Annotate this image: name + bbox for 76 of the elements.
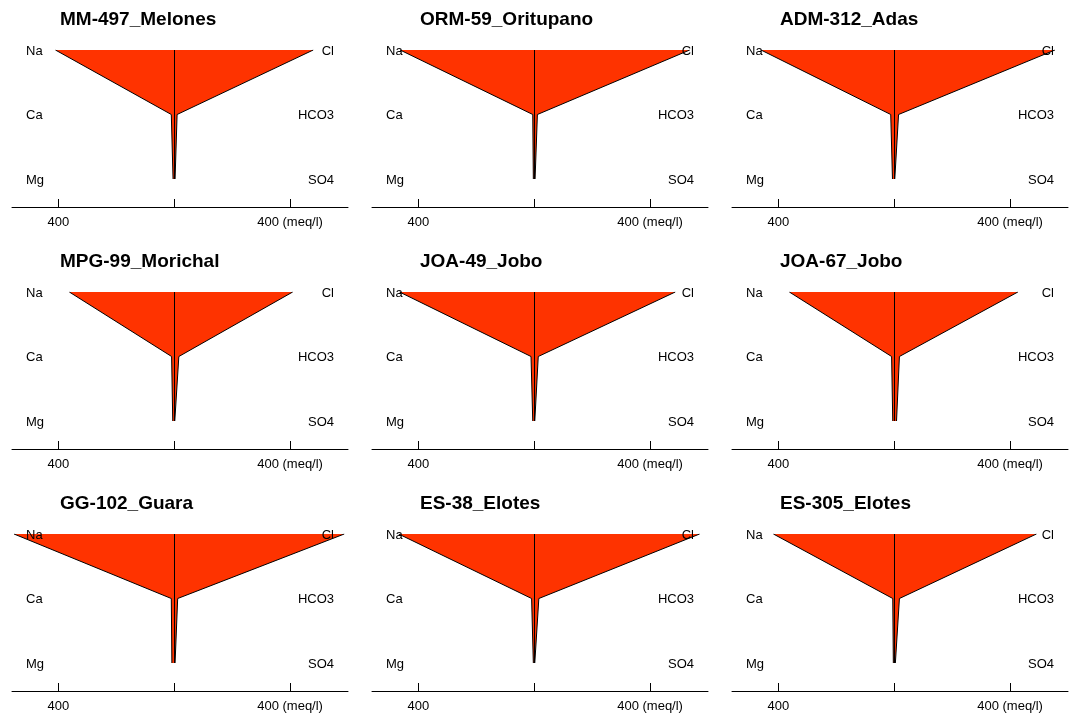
x-tick-label: 400 (meq/l) <box>617 214 683 229</box>
y-tick-label: Ca <box>26 591 44 606</box>
y-tick-label: Na <box>26 42 44 58</box>
y-tick-label: Mg <box>26 171 45 187</box>
chart-title: GG-102_Guara <box>60 492 194 513</box>
x-tick-label: 400 (meq/l) <box>977 214 1043 229</box>
y2-tick-label: Cl <box>681 284 695 300</box>
y2-tick-label: SO4 <box>307 413 334 429</box>
y2-tick-label: Cl <box>1041 526 1055 542</box>
y-tick-label: Na <box>746 526 764 542</box>
y-tick-label: Ca <box>746 349 764 364</box>
y2-tick-label: SO4 <box>667 413 694 429</box>
y2-tick-label: HCO3 <box>1017 349 1054 364</box>
y-tick-label: Mg <box>386 171 405 187</box>
y-tick-label: Ca <box>386 349 404 364</box>
y-tick-label: Na <box>746 284 764 300</box>
y-tick-label: Ca <box>386 591 404 606</box>
x-tick-label: 400 <box>47 698 70 713</box>
y-tick-label: Na <box>746 42 764 58</box>
y-tick-label: Ca <box>746 107 764 122</box>
y2-tick-label: HCO3 <box>297 107 334 122</box>
x-tick-label: 400 (meq/l) <box>257 698 323 713</box>
y-tick-label: Ca <box>26 349 44 364</box>
y2-tick-label: HCO3 <box>1017 591 1054 606</box>
x-tick-label: 400 (meq/l) <box>977 698 1043 713</box>
chart-title: JOA-67_Jobo <box>780 250 903 271</box>
y-tick-label: Mg <box>26 413 45 429</box>
y-tick-label: Na <box>386 526 404 542</box>
x-tick-label: 400 <box>47 456 70 471</box>
x-tick-label: 400 <box>767 698 790 713</box>
y-tick-label: Na <box>386 42 404 58</box>
y-tick-label: Ca <box>746 591 764 606</box>
x-tick-label: 400 (meq/l) <box>617 698 683 713</box>
y2-tick-label: Cl <box>321 284 335 300</box>
chart-title: ORM-59_Oritupano <box>420 8 594 29</box>
y2-tick-label: HCO3 <box>1017 107 1054 122</box>
y-tick-label: Mg <box>746 655 765 671</box>
chart-title: MM-497_Melones <box>60 8 217 29</box>
x-tick-label: 400 (meq/l) <box>257 456 323 471</box>
x-tick-label: 400 (meq/l) <box>257 214 323 229</box>
y2-tick-label: HCO3 <box>657 349 694 364</box>
y2-tick-label: SO4 <box>307 655 334 671</box>
y-tick-label: Na <box>26 284 44 300</box>
y2-tick-label: SO4 <box>1027 655 1054 671</box>
y2-tick-label: SO4 <box>307 171 334 187</box>
y2-tick-label: SO4 <box>667 171 694 187</box>
y-tick-label: Mg <box>746 171 765 187</box>
x-tick-label: 400 (meq/l) <box>977 456 1043 471</box>
x-tick-label: 400 (meq/l) <box>617 456 683 471</box>
y-tick-label: Mg <box>26 655 45 671</box>
y2-tick-label: SO4 <box>1027 171 1054 187</box>
x-tick-label: 400 <box>407 214 430 229</box>
y-tick-label: Mg <box>386 413 405 429</box>
y2-tick-label: Cl <box>1041 284 1055 300</box>
y-tick-label: Mg <box>386 655 405 671</box>
y2-tick-label: Cl <box>321 42 335 58</box>
y2-tick-label: HCO3 <box>297 349 334 364</box>
y2-tick-label: HCO3 <box>297 591 334 606</box>
y-tick-label: Mg <box>746 413 765 429</box>
chart-title: MPG-99_Morichal <box>60 250 220 271</box>
y2-tick-label: HCO3 <box>657 107 694 122</box>
chart-title: JOA-49_Jobo <box>420 250 543 271</box>
x-tick-label: 400 <box>767 214 790 229</box>
x-tick-label: 400 <box>47 214 70 229</box>
x-tick-label: 400 <box>407 456 430 471</box>
y-tick-label: Na <box>386 284 404 300</box>
chart-title: ES-38_Elotes <box>420 492 541 513</box>
chart-title: ES-305_Elotes <box>780 492 911 513</box>
x-tick-label: 400 <box>767 456 790 471</box>
x-tick-label: 400 <box>407 698 430 713</box>
chart-title: ADM-312_Adas <box>780 8 919 29</box>
y2-tick-label: SO4 <box>667 655 694 671</box>
y-tick-label: Ca <box>386 107 404 122</box>
y2-tick-label: HCO3 <box>657 591 694 606</box>
y-tick-label: Ca <box>26 107 44 122</box>
y2-tick-label: SO4 <box>1027 413 1054 429</box>
